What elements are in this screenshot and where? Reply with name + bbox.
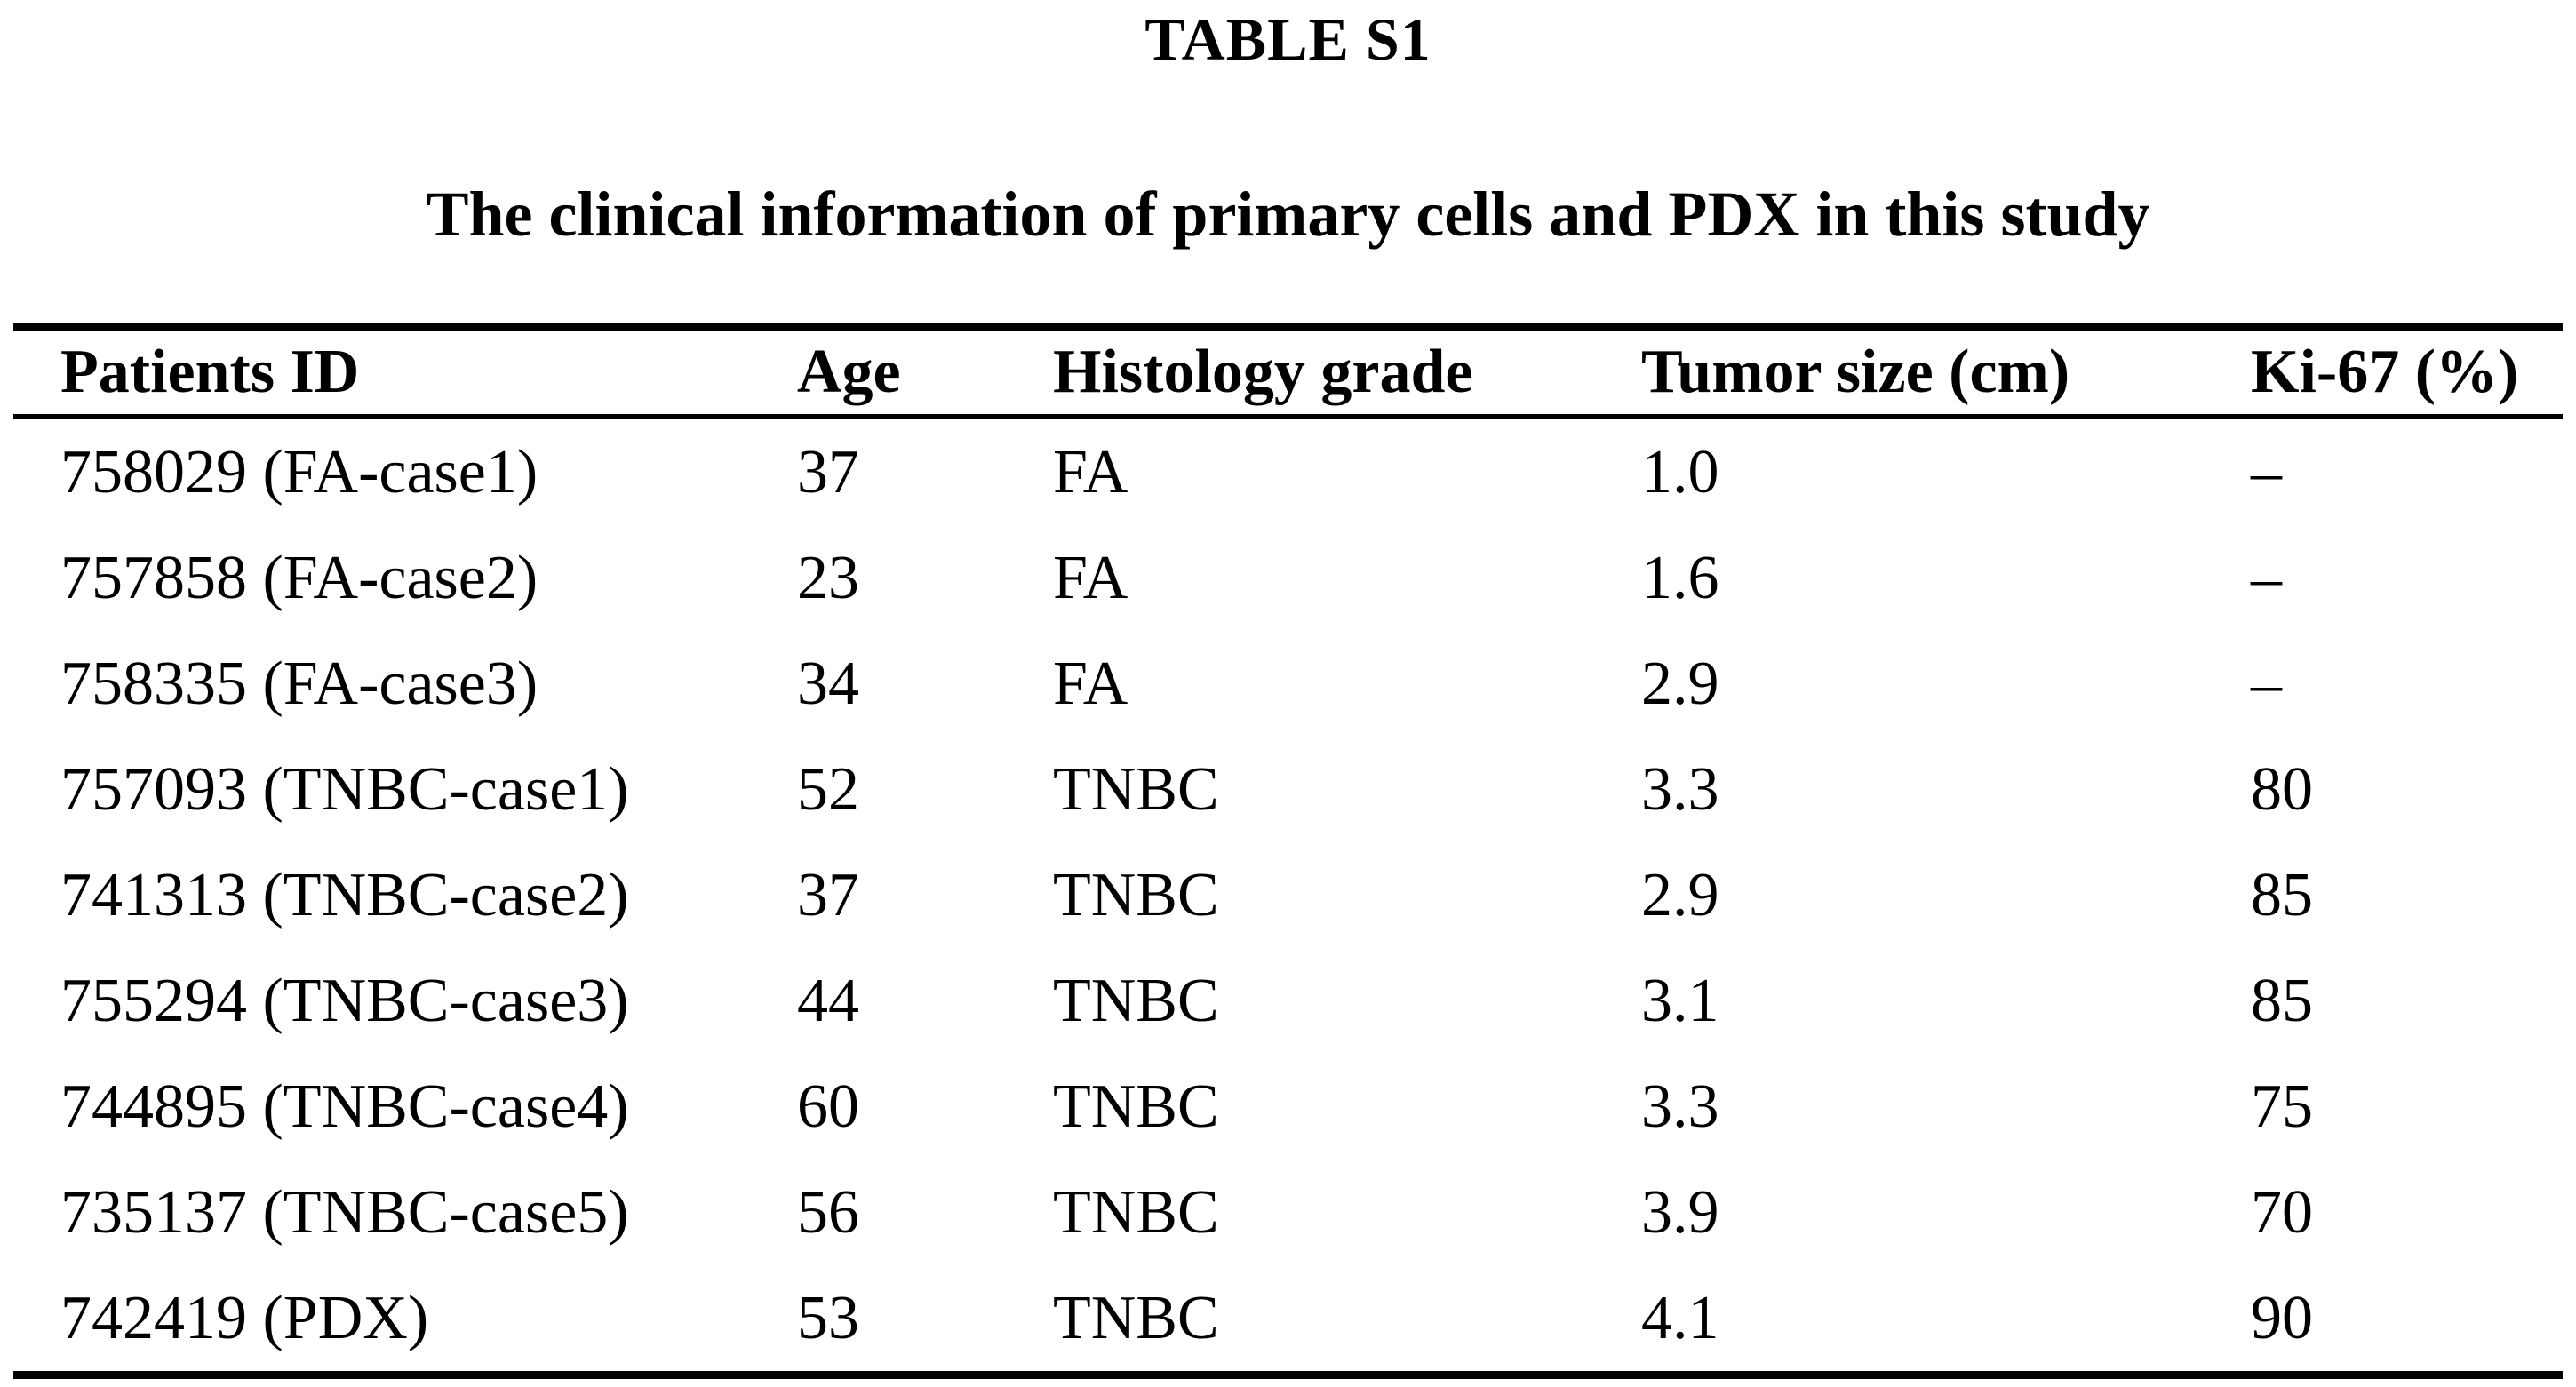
header-age: Age [797, 327, 1053, 419]
cell-patients-id: 757858 (FA-case2) [60, 543, 538, 612]
cell-patients-id: 741313 (TNBC-case2) [60, 860, 629, 929]
cell-patients-id: 758335 (FA-case3) [60, 649, 538, 718]
cell-patients-id: 758029 (FA-case1) [60, 437, 538, 506]
cell-tumor-size: 1.0 [1641, 437, 1719, 506]
table-row: 741313 (TNBC-case2) 37 TNBC 2.9 85 [13, 842, 2563, 948]
cell-tumor-size: 3.3 [1641, 1072, 1719, 1141]
table-row: 758029 (FA-case1) 37 FA 1.0 – [13, 417, 2563, 525]
cell-age: 44 [797, 966, 859, 1035]
cell-histology-grade: TNBC [1053, 754, 1219, 824]
header-histology-grade: Histology grade [1053, 327, 1641, 419]
cell-patients-id: 757093 (TNBC-case1) [60, 754, 629, 824]
cell-tumor-size: 3.1 [1641, 966, 1719, 1035]
header-patients-id: Patients ID [13, 327, 797, 419]
table-label: TABLE S1 [1144, 5, 1432, 73]
table-row: 742419 (PDX) 53 TNBC 4.1 90 [13, 1265, 2563, 1375]
cell-ki67: 70 [2251, 1177, 2313, 1247]
cell-age: 37 [797, 860, 859, 929]
cell-patients-id: 735137 (TNBC-case5) [60, 1177, 629, 1247]
cell-tumor-size: 3.3 [1641, 754, 1719, 824]
cell-age: 23 [797, 543, 859, 612]
table-title: The clinical information of primary cell… [426, 179, 2150, 250]
cell-age: 52 [797, 754, 859, 824]
cell-ki67: 85 [2251, 860, 2313, 929]
cell-tumor-size: 4.1 [1641, 1283, 1719, 1352]
cell-histology-grade: FA [1053, 543, 1128, 612]
table-row: 735137 (TNBC-case5) 56 TNBC 3.9 70 [13, 1160, 2563, 1265]
cell-age: 34 [797, 649, 859, 718]
cell-age: 37 [797, 437, 859, 506]
cell-tumor-size: 1.6 [1641, 543, 1719, 612]
cell-patients-id: 744895 (TNBC-case4) [60, 1072, 629, 1141]
cell-histology-grade: TNBC [1053, 1072, 1219, 1141]
header-tumor-size: Tumor size (cm) [1641, 327, 2251, 419]
table-row: 757093 (TNBC-case1) 52 TNBC 3.3 80 [13, 737, 2563, 842]
cell-ki67: – [2251, 437, 2282, 506]
cell-ki67: 75 [2251, 1072, 2313, 1141]
cell-tumor-size: 2.9 [1641, 649, 1719, 718]
cell-ki67: 80 [2251, 754, 2313, 824]
cell-tumor-size: 3.9 [1641, 1177, 1719, 1247]
cell-histology-grade: FA [1053, 437, 1128, 506]
cell-age: 53 [797, 1283, 859, 1352]
cell-patients-id: 755294 (TNBC-case3) [60, 966, 629, 1035]
cell-age: 60 [797, 1072, 859, 1141]
cell-ki67: 90 [2251, 1283, 2313, 1352]
cell-patients-id: 742419 (PDX) [60, 1283, 429, 1352]
cell-age: 56 [797, 1177, 859, 1247]
header-row: Patients ID Age Histology grade Tumor si… [13, 327, 2563, 419]
header-ki67: Ki-67 (%) [2251, 327, 2563, 419]
cell-ki67: 85 [2251, 966, 2313, 1035]
cell-tumor-size: 2.9 [1641, 860, 1719, 929]
cell-histology-grade: TNBC [1053, 860, 1219, 929]
table-row: 744895 (TNBC-case4) 60 TNBC 3.3 75 [13, 1054, 2563, 1160]
cell-ki67: – [2251, 649, 2282, 718]
table-caption: TABLE S1 The clinical information of pri… [0, 0, 2576, 251]
table-row: 755294 (TNBC-case3) 44 TNBC 3.1 85 [13, 948, 2563, 1054]
table-row: 758335 (FA-case3) 34 FA 2.9 – [13, 631, 2563, 737]
cell-histology-grade: TNBC [1053, 966, 1219, 1035]
cell-histology-grade: TNBC [1053, 1283, 1219, 1352]
cell-histology-grade: FA [1053, 649, 1128, 718]
cell-histology-grade: TNBC [1053, 1177, 1219, 1247]
clinical-info-table: Patients ID Age Histology grade Tumor si… [13, 323, 2563, 1379]
table-row: 757858 (FA-case2) 23 FA 1.6 – [13, 525, 2563, 631]
cell-ki67: – [2251, 543, 2282, 612]
